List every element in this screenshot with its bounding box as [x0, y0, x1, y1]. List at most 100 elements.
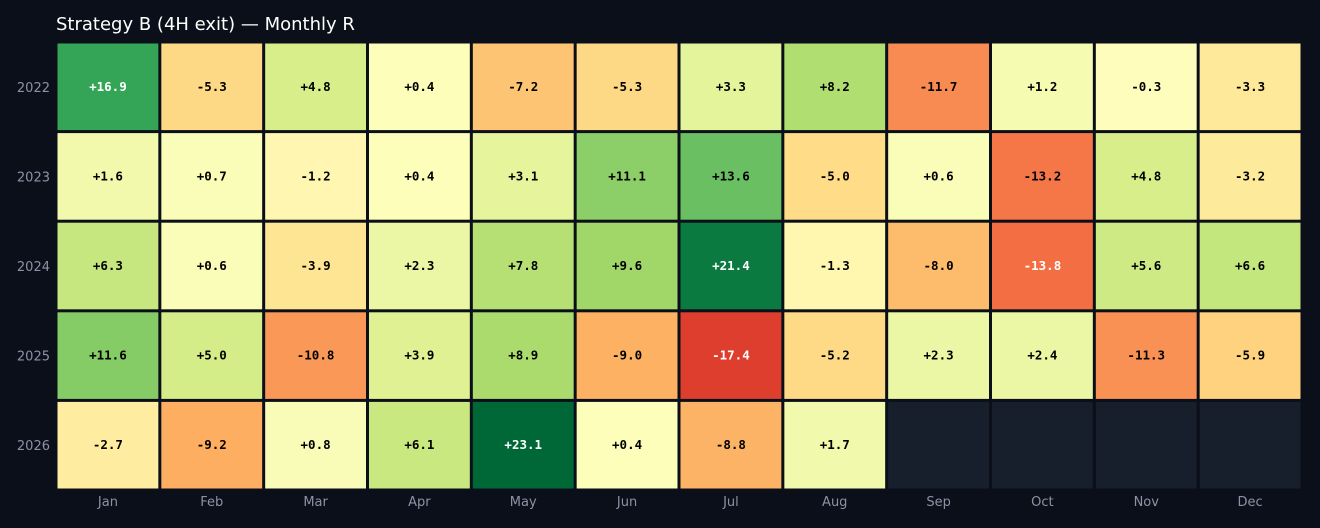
- heatmap-cell-label: +8.9: [508, 348, 538, 363]
- x-tick-label: Aug: [822, 495, 847, 510]
- heatmap-cell: [472, 312, 574, 399]
- heatmap-cell: [576, 133, 678, 220]
- heatmap-cell-label: -5.3: [612, 79, 642, 94]
- x-tick-label: Sep: [926, 495, 951, 510]
- heatmap-cell-label: +3.3: [716, 79, 746, 94]
- heatmap-cell-empty: [888, 401, 989, 489]
- heatmap-cell: [784, 222, 886, 310]
- heatmap-cell-label: +11.1: [608, 168, 646, 183]
- heatmap-cell: [680, 133, 782, 220]
- heatmap-cell-label: -3.9: [301, 258, 331, 273]
- heatmap-cell-label: -9.0: [612, 348, 642, 363]
- heatmap-cell-label: -10.8: [297, 348, 335, 363]
- heatmap-cell-label: -5.9: [1235, 348, 1265, 363]
- heatmap-cell-label: -8.0: [924, 258, 954, 273]
- heatmap-cell-label: +2.3: [404, 258, 434, 273]
- heatmap-cell-label: +5.0: [197, 348, 227, 363]
- heatmap-cell-label: +0.7: [197, 168, 227, 183]
- heatmap-cell-empty: [992, 401, 1093, 489]
- x-tick-label: Jan: [97, 495, 118, 510]
- heatmap-cell: [57, 43, 159, 131]
- heatmap-cell: [1095, 43, 1197, 131]
- heatmap-cell: [784, 133, 886, 220]
- heatmap-cell-label: -2.7: [93, 437, 123, 452]
- heatmap-cell: [472, 401, 574, 489]
- heatmap-cell: [576, 312, 678, 399]
- y-tick-label: 2023: [17, 170, 50, 185]
- heatmap-cell-label: +4.8: [301, 79, 331, 94]
- heatmap-cell-label: +0.4: [612, 437, 642, 452]
- heatmap-cell: [161, 222, 263, 310]
- heatmap-cell: [784, 312, 886, 399]
- x-tick-label: Apr: [408, 495, 431, 510]
- x-tick-label: May: [510, 495, 537, 510]
- heatmap-cell: [680, 312, 782, 399]
- heatmap-cell-label: -0.3: [1131, 79, 1161, 94]
- x-tick-label: Nov: [1134, 495, 1160, 510]
- heatmap-cell-label: -5.3: [197, 79, 227, 94]
- heatmap-cell: [265, 222, 366, 310]
- heatmap-cell-label: +5.6: [1131, 258, 1161, 273]
- heatmap-cell: [57, 401, 159, 489]
- heatmap-cell: [161, 312, 263, 399]
- heatmap-cell: [784, 43, 886, 131]
- heatmap-cell: [680, 222, 782, 310]
- heatmap-cell-empty: [1095, 401, 1197, 489]
- heatmap-cell-label: +1.7: [820, 437, 850, 452]
- heatmap-cell: [992, 133, 1093, 220]
- heatmap-cell: [1095, 312, 1197, 399]
- heatmap-cell-label: +16.9: [89, 79, 127, 94]
- heatmap-cell-label: +6.6: [1235, 258, 1265, 273]
- heatmap-cell-label: -8.8: [716, 437, 746, 452]
- heatmap-cell: [888, 222, 989, 310]
- heatmap-cell: [472, 222, 574, 310]
- heatmap-cell-empty: [1199, 401, 1301, 489]
- heatmap-cell-label: +0.4: [404, 79, 434, 94]
- heatmap-cell: [1095, 222, 1197, 310]
- heatmap-cell-label: +3.1: [508, 168, 538, 183]
- heatmap-cell: [369, 312, 470, 399]
- heatmap-cells: +16.9 -5.3 +4.8 +0.4 -7.2 -5.3 +3.3 +8.2 -11.7 +1…: [57, 43, 1301, 489]
- heatmap-cell: [265, 312, 366, 399]
- y-tick-label: 2025: [17, 350, 50, 365]
- chart-title: Strategy B (4H exit) — Monthly R: [56, 14, 355, 35]
- heatmap-cell-label: -5.2: [820, 348, 850, 363]
- heatmap-cell-label: +4.8: [1131, 168, 1161, 183]
- heatmap-cell-label: -3.3: [1235, 79, 1265, 94]
- heatmap-cell-label: +7.8: [508, 258, 538, 273]
- heatmap-cell: [265, 133, 366, 220]
- heatmap-cell-label: +13.6: [712, 168, 750, 183]
- heatmap-cell-label: -11.7: [920, 79, 958, 94]
- heatmap-cell: [161, 133, 263, 220]
- heatmap-cell-label: +0.4: [404, 168, 434, 183]
- heatmap-cell-label: +9.6: [612, 258, 642, 273]
- heatmap-cell-label: +6.3: [93, 258, 123, 273]
- heatmap-cell: [472, 43, 574, 131]
- heatmap-cell: [992, 312, 1093, 399]
- heatmap-cell-label: +11.6: [89, 348, 127, 363]
- heatmap-cell: [992, 222, 1093, 310]
- x-axis-ticks: Jan Feb Mar Apr May Jun Jul Aug Sep Oct Nov Dec: [97, 495, 1263, 510]
- heatmap-cell: [57, 222, 159, 310]
- heatmap-cell: [369, 222, 470, 310]
- heatmap-cell-label: -17.4: [712, 348, 750, 363]
- heatmap-cell: [784, 401, 886, 489]
- heatmap-cell: [265, 401, 366, 489]
- heatmap-cell-label: +8.2: [820, 79, 850, 94]
- y-tick-label: 2022: [17, 81, 50, 96]
- heatmap-cell: [888, 133, 989, 220]
- heatmap-cell-label: -13.2: [1024, 168, 1062, 183]
- heatmap-cell-label: +6.1: [404, 437, 434, 452]
- heatmap-cell: [369, 401, 470, 489]
- heatmap-cell-label: +2.3: [924, 348, 954, 363]
- heatmap-cell-label: -11.3: [1127, 348, 1165, 363]
- heatmap-cell-label: -1.3: [820, 258, 850, 273]
- heatmap-cell-label: +0.8: [301, 437, 331, 452]
- x-tick-label: Jul: [722, 495, 739, 510]
- x-tick-label: Dec: [1238, 495, 1263, 510]
- heatmap-cell-label: +21.4: [712, 258, 750, 273]
- heatmap-cell-label: +1.2: [1027, 79, 1057, 94]
- heatmap-cell-label: -1.2: [301, 168, 331, 183]
- heatmap-cell-label: +3.9: [404, 348, 434, 363]
